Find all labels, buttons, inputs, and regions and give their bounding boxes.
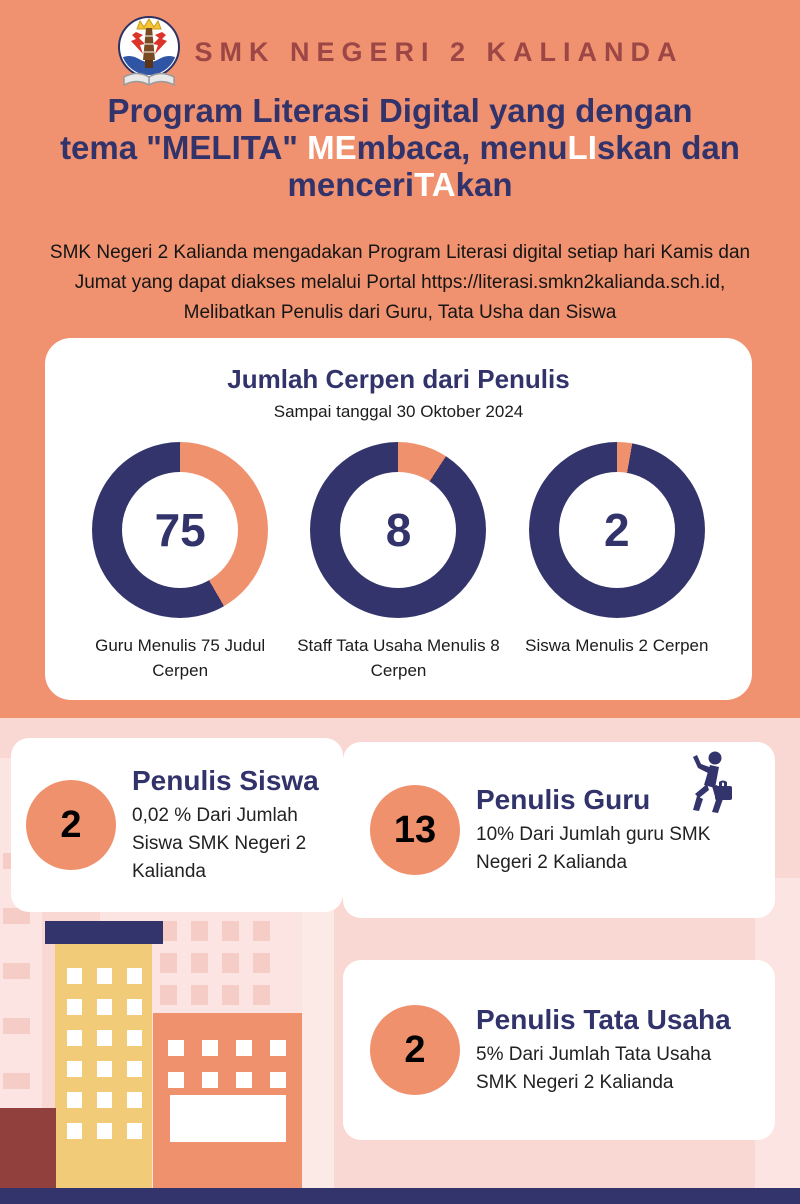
chart-card: Jumlah Cerpen dari Penulis Sampai tangga… (45, 338, 752, 700)
donut-row: 75 Guru Menulis 75 Judul Cerpen 8 Staff … (45, 442, 752, 683)
donut-value-tata-usaha: 8 (385, 504, 412, 556)
footer-bar (0, 1188, 800, 1204)
walking-teacher-icon (693, 751, 732, 813)
silhouette-window (3, 1073, 30, 1089)
guru-card-title: Penulis Guru (476, 783, 651, 815)
title-line-2: tema "MELITA" MEmbaca, menuLIskan dan (60, 129, 740, 166)
donut-value-guru: 75 (154, 504, 206, 556)
silhouette-window (3, 908, 30, 924)
highlight-LI: LI (567, 129, 597, 166)
salmon-building (153, 1013, 302, 1188)
school-emblem-icon (118, 16, 181, 87)
stat-card-penulis-siswa: 2 Penulis Siswa 0,02 % Dari Jumlah Siswa… (11, 738, 343, 912)
tata-usaha-count-badge: 2 (370, 1005, 460, 1095)
silhouette-window (3, 1018, 30, 1034)
donut-siswa: 2 Siswa Menulis 2 Cerpen (508, 442, 726, 683)
stat-card-penulis-guru: 13 Penulis Guru 10% Dari Jumlah guru SMK… (343, 742, 775, 918)
title-line-3: menceriTAkan (287, 166, 513, 203)
chart-title: Jumlah Cerpen dari Penulis (227, 364, 570, 394)
stat-card-penulis-tata-usaha: 2 Penulis Tata Usaha 5% Dari Jumlah Tata… (343, 960, 775, 1140)
yellow-building-windows (67, 968, 142, 1139)
donut-label-tata-usaha: Staff Tata Usaha Menulis 8 Cerpen (297, 636, 500, 680)
brand-header: SMK NEGERI 2 KALIANDA (0, 14, 800, 90)
donut-guru: 75 Guru Menulis 75 Judul Cerpen (71, 442, 289, 683)
guru-count-badge: 13 (370, 785, 460, 875)
top-section: SMK NEGERI 2 KALIANDA Program Literasi D… (0, 14, 800, 700)
guru-card-description: 10% Dari Jumlah guru SMK Negeri 2 Kalian… (476, 823, 711, 873)
tata-usaha-card-text: Penulis Tata Usaha 5% Dari Jumlah Tata U… (476, 1004, 746, 1097)
donut-chart-siswa: 2 (528, 442, 705, 618)
siswa-card-description: 0,02 % Dari Jumlah Siswa SMK Negeri 2 Ka… (132, 804, 307, 882)
yellow-building (55, 944, 152, 1188)
maroon-building (0, 1108, 56, 1188)
silhouette-window-grid (160, 921, 270, 1005)
tata-usaha-card-title: Penulis Tata Usaha (476, 1003, 731, 1035)
siswa-card-title: Penulis Siswa (132, 764, 319, 796)
program-title: Program Literasi Digital yang dengan tem… (0, 92, 800, 203)
donut-value-siswa: 2 (604, 504, 630, 556)
intro-paragraph: SMK Negeri 2 Kalianda mengadakan Program… (49, 242, 751, 323)
donut-label-guru: Guru Menulis 75 Judul Cerpen (95, 636, 266, 680)
donut-tata-usaha: 8 Staff Tata Usaha Menulis 8 Cerpen (289, 442, 507, 683)
bottom-section: 2 Penulis Siswa 0,02 % Dari Jumlah Siswa… (0, 718, 800, 1204)
highlight-ME: ME (307, 129, 357, 166)
chart-subtitle: Sampai tanggal 30 Oktober 2024 (273, 402, 524, 421)
school-name: SMK NEGERI 2 KALIANDA (194, 36, 684, 67)
salmon-building-windows (168, 1040, 286, 1088)
siswa-card-text: Penulis Siswa 0,02 % Dari Jumlah Siswa S… (132, 765, 327, 886)
donut-chart-tata-usaha: 8 (310, 442, 487, 618)
silhouette-window (3, 963, 30, 979)
donut-label-siswa: Siswa Menulis 2 Cerpen (525, 636, 709, 655)
siswa-count-badge: 2 (26, 780, 116, 870)
donut-chart-guru: 75 (92, 442, 269, 618)
salmon-building-door (170, 1095, 286, 1142)
highlight-TA: TA (414, 166, 456, 203)
title-line-1: Program Literasi Digital yang dengan (107, 92, 693, 129)
tata-usaha-card-description: 5% Dari Jumlah Tata Usaha SMK Negeri 2 K… (476, 1043, 712, 1093)
guru-card-text: Penulis Guru 10% Dari Jumlah guru SMK Ne… (476, 784, 746, 877)
building-roof-cap (45, 921, 163, 944)
